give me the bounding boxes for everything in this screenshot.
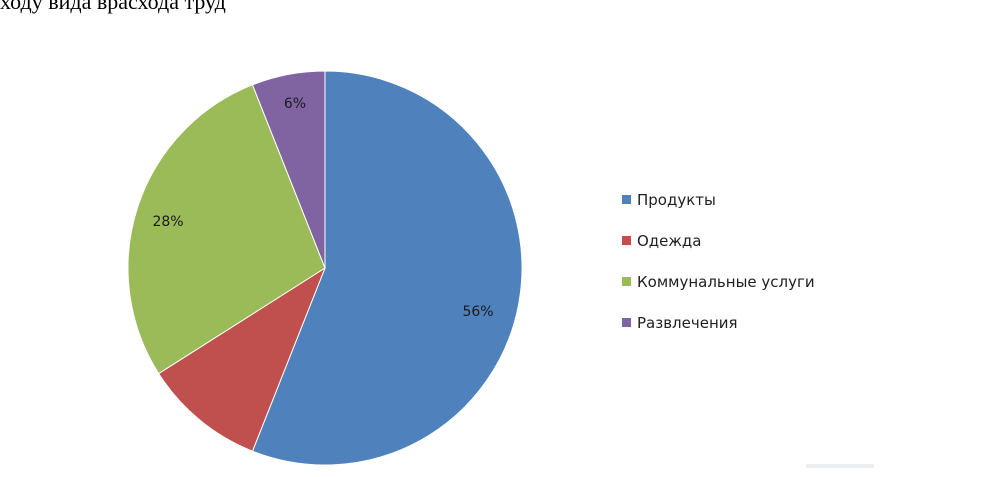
legend-item: Одежда	[622, 231, 815, 250]
pie-slice-3	[127, 84, 326, 375]
legend-swatch	[622, 277, 631, 286]
legend-swatch	[622, 236, 631, 245]
legend-swatch	[622, 195, 631, 204]
pie-slices	[127, 70, 523, 466]
chart-legend: Продукты Одежда Коммунальные услуги Развлеч…	[622, 190, 815, 354]
legend-item: Коммунальные услуги	[622, 272, 815, 291]
legend-label: Коммунальные услуги	[637, 272, 815, 291]
pie-slice-2	[157, 266, 327, 452]
pie-data-label-4: 6%	[284, 96, 306, 112]
pie-data-labels: 56% 28% 6%	[152, 96, 493, 320]
pie-data-label-3: 28%	[152, 214, 183, 230]
pie-slice-4	[251, 70, 326, 269]
pie-slice-1	[251, 70, 523, 466]
header-text: ходу вида врасхода труд	[0, 0, 226, 14]
legend-item: Продукты	[622, 190, 815, 209]
legend-label: Одежда	[637, 231, 702, 250]
pie-data-label-1: 56%	[462, 304, 493, 320]
legend-item: Развлечения	[622, 313, 815, 332]
watermark	[806, 464, 874, 468]
legend-swatch	[622, 318, 631, 327]
legend-label: Продукты	[637, 190, 716, 209]
legend-label: Развлечения	[637, 313, 738, 332]
